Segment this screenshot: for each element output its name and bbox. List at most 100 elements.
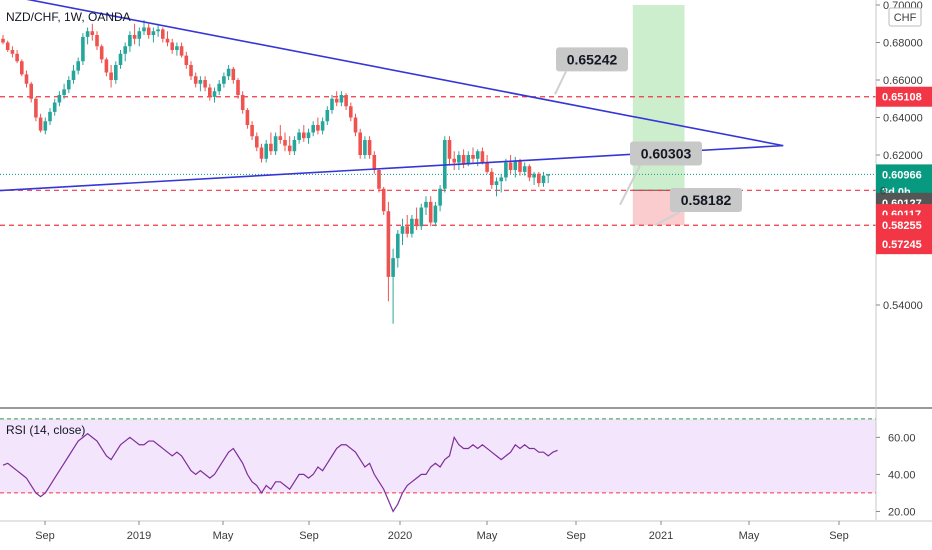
- candle-body: [250, 125, 254, 137]
- callout-leader-1: [619, 165, 641, 206]
- time-tick-label: Sep: [566, 530, 586, 542]
- candle-body: [170, 42, 174, 50]
- candle-body: [306, 132, 311, 139]
- candle-body: [104, 59, 109, 73]
- candle-body: [67, 80, 71, 90]
- price-tag-0: [876, 86, 932, 107]
- time-tick-label: Sep: [829, 530, 849, 542]
- time-tick-label: 2020: [388, 530, 412, 542]
- candle-body: [114, 65, 118, 80]
- candle-body: [132, 35, 137, 39]
- candle-body: [381, 188, 386, 212]
- callout-box-1: [630, 141, 702, 166]
- time-tick-label: May: [477, 530, 498, 542]
- candle-body: [156, 29, 160, 32]
- candle-body: [471, 155, 475, 159]
- price-tag-5: [876, 215, 932, 236]
- time-tick-label: Sep: [299, 530, 319, 542]
- candle-body: [95, 35, 99, 47]
- rsi-tick-label: 60.00: [888, 432, 916, 444]
- candle-body: [414, 218, 419, 227]
- price-tag-text-0: 0.65108: [882, 92, 922, 104]
- candle-body: [297, 132, 301, 140]
- candle-body: [320, 121, 325, 131]
- price-tick-label: 0.64000: [883, 113, 923, 125]
- callout-label-0: 0.65242: [567, 51, 618, 67]
- candle-body: [109, 72, 113, 80]
- candle-body: [461, 155, 466, 165]
- candle-body: [405, 226, 409, 234]
- candle-body: [546, 174, 550, 176]
- candle-body: [386, 211, 391, 277]
- candle-body: [419, 207, 424, 227]
- candle-body: [76, 61, 80, 71]
- candle-body: [137, 31, 142, 39]
- candle-body: [334, 98, 339, 103]
- candle-body: [118, 53, 123, 65]
- callout-label-1: 0.60303: [641, 146, 692, 162]
- candle-body: [269, 143, 273, 152]
- candle-body: [367, 140, 372, 155]
- candle-body: [43, 121, 48, 131]
- candle-body: [287, 145, 292, 152]
- candle-body: [189, 65, 193, 77]
- price-tick-label: 0.68000: [883, 38, 923, 50]
- candle-body: [255, 136, 259, 148]
- candle-body: [231, 68, 236, 80]
- candle-body: [508, 162, 513, 170]
- candle-body: [283, 140, 287, 146]
- candle-body: [184, 55, 189, 65]
- price-tick-label: 0.62000: [883, 150, 923, 162]
- candle-body: [447, 140, 452, 159]
- candle-body: [344, 95, 348, 107]
- candle-body: [52, 102, 57, 112]
- candle-body: [377, 170, 381, 189]
- candle-body: [236, 80, 240, 95]
- candle-body: [193, 76, 198, 84]
- rsi-legend[interactable]: RSI (14, close): [6, 423, 86, 437]
- candle-body: [527, 166, 532, 178]
- price-tag-6: [876, 234, 932, 255]
- candle-body: [433, 205, 438, 223]
- candle-body: [330, 98, 334, 110]
- candle-body: [424, 201, 428, 208]
- callout-box-2: [670, 188, 742, 212]
- candle-body: [208, 87, 212, 97]
- candle-body: [57, 95, 62, 103]
- candle-body: [259, 147, 264, 159]
- candle-body: [264, 143, 268, 159]
- symbol-legend[interactable]: NZD/CHF, 1W, OANDA: [6, 10, 131, 24]
- candle-body: [245, 110, 250, 125]
- candle-body: [325, 110, 330, 122]
- candle-body: [494, 181, 499, 185]
- candle-body: [513, 160, 518, 170]
- candle-body: [532, 173, 536, 178]
- candle-body: [396, 233, 400, 259]
- time-tick-label: May: [213, 530, 234, 542]
- candle-body: [71, 70, 76, 80]
- candle-body: [452, 158, 456, 163]
- rsi-tick-label: 20.00: [888, 506, 916, 518]
- candle-body: [292, 140, 297, 152]
- candle-body: [198, 80, 203, 84]
- candle-body: [1, 38, 5, 43]
- candle-body: [499, 177, 503, 182]
- candle-body: [537, 173, 541, 184]
- candle-body: [428, 201, 433, 223]
- candle-body: [85, 31, 90, 37]
- candle-body: [175, 46, 179, 50]
- candle-body: [217, 83, 221, 92]
- callout-box-0: [556, 47, 628, 72]
- rsi-tick-label: 40.00: [888, 469, 916, 481]
- candle-body: [48, 111, 52, 122]
- callout-leader-2: [654, 211, 681, 227]
- candle-body: [466, 155, 471, 165]
- candle-body: [400, 226, 405, 234]
- candle-body: [518, 160, 522, 172]
- currency-label: CHF: [894, 12, 917, 24]
- candle-body: [142, 27, 146, 32]
- price-tick-label: 0.66000: [883, 75, 923, 87]
- price-tick-label: 0.54000: [883, 300, 923, 312]
